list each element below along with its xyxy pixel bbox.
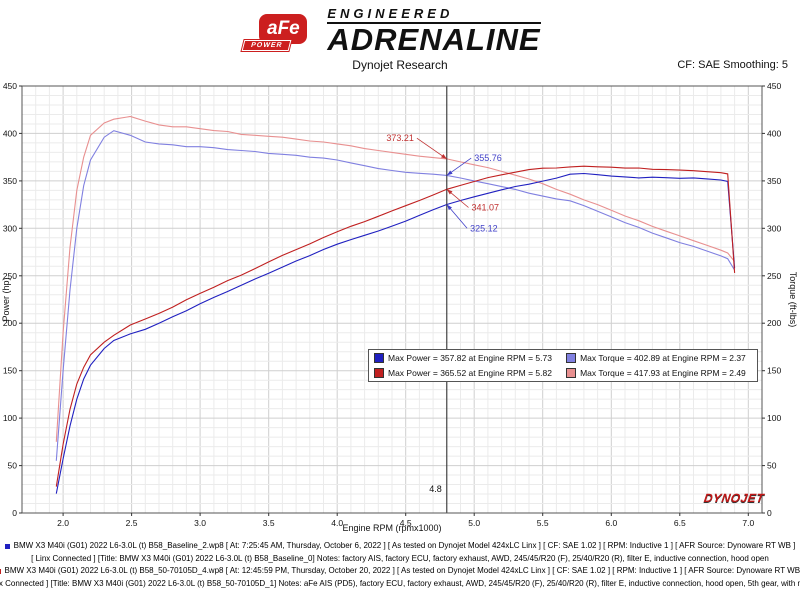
svg-text:Torque (ft-lbs): Torque (ft-lbs) xyxy=(788,272,798,328)
dynojet-watermark: DYNOJET xyxy=(702,491,765,505)
svg-text:355.76: 355.76 xyxy=(474,153,502,163)
svg-text:400: 400 xyxy=(3,128,17,138)
svg-text:50: 50 xyxy=(8,461,18,471)
footer-line-afe-notes: [ Linx Connected ] [Title: BMW X3 M40i (… xyxy=(0,578,800,591)
legend-item-baseline-torque: Max Torque = 402.89 at Engine RPM = 2.37 xyxy=(561,350,757,366)
legend-swatch-afe-torque-icon xyxy=(566,368,577,379)
svg-text:400: 400 xyxy=(767,128,781,138)
cf-smoothing-label: CF: SAE Smoothing: 5 xyxy=(677,59,788,71)
legend-item-baseline-power: Max Power = 357.82 at Engine RPM = 5.73 xyxy=(369,350,561,366)
legend-text: Max Power = 357.82 at Engine RPM = 5.73 xyxy=(388,352,552,363)
legend-item-afe-torque: Max Torque = 417.93 at Engine RPM = 2.49 xyxy=(561,366,757,382)
footer-text: [ Linx Connected ] [Title: BMW X3 M40i (… xyxy=(0,578,800,588)
svg-text:300: 300 xyxy=(767,223,781,233)
svg-text:4.5: 4.5 xyxy=(400,518,412,528)
svg-text:5.5: 5.5 xyxy=(537,518,549,528)
legend-swatch-baseline-power-icon xyxy=(374,352,384,363)
svg-text:2.5: 2.5 xyxy=(126,518,138,528)
svg-text:6.0: 6.0 xyxy=(605,518,617,528)
legend-text: Max Torque = 417.93 at Engine RPM = 2.49 xyxy=(580,368,746,379)
power-ribbon-label: POWER xyxy=(242,40,293,51)
svg-text:0: 0 xyxy=(767,508,772,518)
afe-power-logo-icon: aFe POWER xyxy=(242,14,315,51)
afe-run-marker-icon xyxy=(0,568,1,574)
brand-wordmark: ENGINEERED ADRENALINE xyxy=(327,6,541,57)
svg-text:373.21: 373.21 xyxy=(386,133,414,143)
svg-text:4.8: 4.8 xyxy=(429,484,442,494)
svg-text:Power (hp): Power (hp) xyxy=(1,277,11,321)
chart-title: Dynojet Research xyxy=(352,58,448,72)
footer: BMW X3 M40i (G01) 2022 L6-3.0L (t) B58_B… xyxy=(0,537,800,590)
footer-line-afe-run: BMW X3 M40i (G01) 2022 L6-3.0L (t) B58_5… xyxy=(0,565,800,578)
svg-text:250: 250 xyxy=(3,271,17,281)
svg-text:Engine RPM (rpmx1000): Engine RPM (rpmx1000) xyxy=(342,523,441,533)
legend-swatch-baseline-torque-icon xyxy=(566,352,577,363)
svg-text:5.0: 5.0 xyxy=(468,518,480,528)
legend-swatch-afe-power-icon xyxy=(374,368,384,379)
subheader: Dynojet Research CF: SAE Smoothing: 5 xyxy=(0,55,800,79)
svg-text:150: 150 xyxy=(767,366,781,376)
svg-text:200: 200 xyxy=(3,318,17,328)
svg-text:100: 100 xyxy=(3,413,17,423)
svg-text:3.5: 3.5 xyxy=(263,518,275,528)
footer-text: [ Linx Connected ] [Title: BMW X3 M40i (… xyxy=(31,553,769,563)
footer-text: BMW X3 M40i (G01) 2022 L6-3.0L (t) B58_5… xyxy=(4,566,800,575)
footer-line-baseline-notes: [ Linx Connected ] [Title: BMW X3 M40i (… xyxy=(0,553,800,566)
footer-line-baseline-run: BMW X3 M40i (G01) 2022 L6-3.0L (t) B58_B… xyxy=(0,540,800,553)
svg-text:4.0: 4.0 xyxy=(331,518,343,528)
baseline-run-marker-icon xyxy=(4,543,10,549)
svg-text:3.0: 3.0 xyxy=(194,518,206,528)
svg-text:150: 150 xyxy=(3,366,17,376)
svg-text:450: 450 xyxy=(767,81,781,91)
svg-text:250: 250 xyxy=(767,271,781,281)
engineered-label: ENGINEERED xyxy=(327,6,541,24)
svg-text:6.5: 6.5 xyxy=(674,518,686,528)
svg-text:341.07: 341.07 xyxy=(472,203,500,213)
svg-text:350: 350 xyxy=(3,176,17,186)
legend-item-afe-power: Max Power = 365.52 at Engine RPM = 5.82 xyxy=(369,366,561,382)
svg-text:100: 100 xyxy=(767,413,781,423)
svg-text:350: 350 xyxy=(767,176,781,186)
legend-text: Max Torque = 402.89 at Engine RPM = 2.37 xyxy=(580,352,746,363)
adrenaline-label: ADRENALINE xyxy=(327,21,541,57)
svg-text:50: 50 xyxy=(767,461,777,471)
dyno-chart[interactable]: 4.8 373.21 355.76 341.07 325.12 2.0 2.5 3.0 3.5 4… xyxy=(0,79,800,537)
legend-text: Max Power = 365.52 at Engine RPM = 5.82 xyxy=(388,368,552,379)
svg-text:2.0: 2.0 xyxy=(57,518,69,528)
svg-text:325.12: 325.12 xyxy=(470,223,498,233)
svg-text:7.0: 7.0 xyxy=(742,518,754,528)
afe-logo-text: aFe xyxy=(259,14,308,44)
header: aFe POWER ENGINEERED ADRENALINE xyxy=(0,0,800,55)
chart-legend: Max Power = 357.82 at Engine RPM = 5.73 … xyxy=(368,349,758,382)
dyno-plot-svg[interactable]: 4.8 373.21 355.76 341.07 325.12 2.0 2.5 3.0 3.5 4… xyxy=(0,79,800,535)
svg-text:0: 0 xyxy=(12,508,17,518)
svg-text:300: 300 xyxy=(3,223,17,233)
footer-text: BMW X3 M40i (G01) 2022 L6-3.0L (t) B58_B… xyxy=(13,541,796,550)
svg-text:450: 450 xyxy=(3,81,17,91)
svg-text:200: 200 xyxy=(767,318,781,328)
